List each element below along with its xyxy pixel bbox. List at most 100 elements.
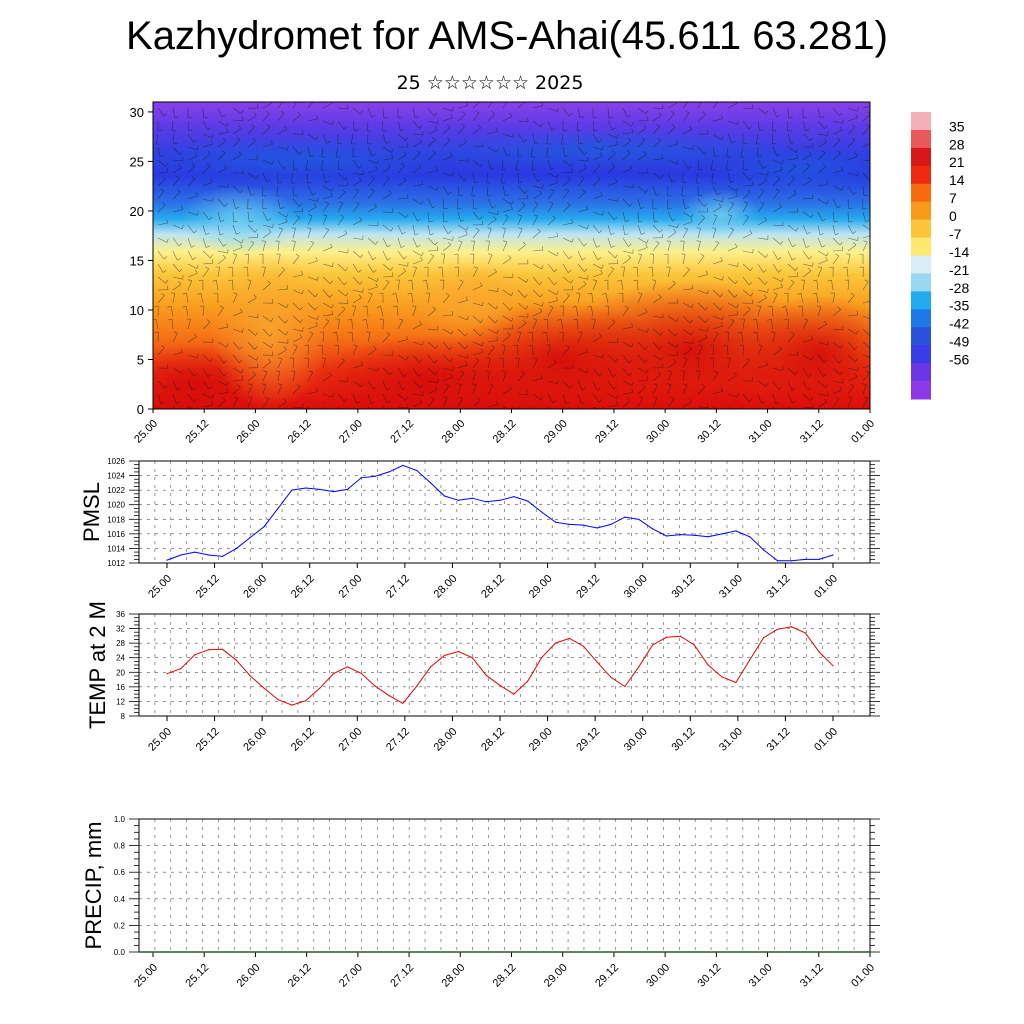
- temp-point: [624, 685, 626, 688]
- heatmap-y-tick-label: 15: [130, 253, 144, 268]
- heatmap-x-tick-label: 28.00: [439, 418, 467, 446]
- heatmap-y-tick-label: 20: [130, 204, 144, 219]
- temp-x-tick-label: 28.00: [432, 726, 460, 754]
- temp-point: [263, 687, 265, 689]
- temp-point: [208, 649, 210, 651]
- chart-title: Kazhydromet for AMS-Ahai(45.611 63.281): [126, 14, 888, 58]
- temp-point: [554, 642, 557, 644]
- precip-x-tick-label: 26.00: [235, 962, 263, 990]
- pmsl-point: [277, 507, 279, 509]
- chart-subtitle: 25 ☆☆☆☆☆☆ 2025: [396, 72, 584, 94]
- pmsl-point: [208, 554, 210, 556]
- colorbar-swatch: [911, 309, 931, 328]
- pmsl-x-tick-label: 28.00: [432, 573, 460, 601]
- pmsl-point: [735, 530, 737, 532]
- colorbar-swatch: [911, 147, 931, 167]
- colorbar-label: -7: [949, 226, 962, 242]
- heatmap-x-tick-label: 31.12: [798, 418, 826, 446]
- heatmap-x-tick-label: 27.12: [388, 418, 416, 446]
- pmsl-point: [388, 471, 390, 473]
- pmsl-point: [471, 497, 473, 499]
- temp-series-line: [166, 626, 834, 706]
- colorbar-label: 21: [949, 154, 965, 170]
- colorbar-label: 7: [949, 190, 957, 206]
- precip-x-tick-label: 31.12: [798, 962, 826, 990]
- temp-point: [443, 654, 446, 657]
- temp-point: [610, 676, 612, 678]
- colorbar-label: -28: [949, 280, 969, 296]
- precip-x-tick-label: 28.00: [439, 962, 467, 990]
- pmsl-point: [527, 500, 529, 502]
- pmsl-point: [790, 560, 792, 562]
- pmsl-point: [818, 558, 820, 560]
- temp-point: [471, 657, 473, 659]
- heatmap-anomaly-8: [680, 190, 760, 240]
- temp-x-tick-label: 25.00: [146, 726, 174, 754]
- heatmap-anomaly-7: [180, 185, 300, 255]
- temp-point: [582, 645, 584, 647]
- temp-point: [513, 693, 515, 695]
- colorbar-swatch: [911, 237, 931, 256]
- pmsl-point: [638, 518, 640, 520]
- temp-point: [388, 695, 390, 697]
- pmsl-point: [402, 464, 404, 466]
- pmsl-series-line: [166, 464, 834, 562]
- pmsl-point: [776, 560, 779, 562]
- temp-point: [235, 659, 237, 661]
- temp-y-tick-label: 32: [116, 625, 125, 634]
- heatmap-y-tick-label: 10: [130, 303, 144, 318]
- colorbar-label: -14: [949, 244, 969, 260]
- temp-x-tick-label: 25.12: [194, 726, 222, 754]
- heatmap-x-tick-label: 25.12: [183, 418, 211, 446]
- temp-point: [832, 665, 834, 667]
- pmsl-x-tick-label: 29.12: [574, 573, 602, 601]
- temp-point: [332, 673, 335, 675]
- colorbar-label: 0: [949, 208, 957, 224]
- pmsl-y-tick-label: 1024: [107, 472, 125, 481]
- heatmap-anomaly-5: [210, 250, 330, 409]
- heatmap-anomaly-4: [740, 295, 870, 409]
- colorbar-label: -42: [949, 316, 969, 332]
- pmsl-point: [693, 534, 695, 536]
- pmsl-point: [166, 559, 168, 561]
- precip-x-tick-label: 28.12: [491, 962, 519, 990]
- temp-x-tick-label: 30.00: [622, 726, 650, 754]
- temp-y-tick-label: 36: [116, 610, 125, 619]
- pmsl-x-tick-label: 25.12: [194, 573, 222, 601]
- pmsl-y-tick-label: 1012: [107, 559, 125, 568]
- temp-point: [638, 666, 640, 668]
- pmsl-point: [541, 511, 543, 513]
- precip-x-tick-label: 25.12: [183, 962, 211, 990]
- temp-point: [180, 668, 182, 670]
- temp-x-tick-label: 01.00: [812, 726, 840, 754]
- temp-point: [776, 628, 779, 630]
- pmsl-y-tick-label: 1020: [107, 501, 125, 510]
- precip-y-tick-label: 0.2: [114, 921, 126, 930]
- pmsl-point: [749, 536, 751, 538]
- pmsl-point: [832, 554, 834, 556]
- pmsl-point: [249, 536, 251, 539]
- heatmap-anomaly-10: [400, 130, 800, 170]
- heatmap-x-tick-label: 28.12: [491, 418, 519, 446]
- pmsl-point: [804, 558, 806, 560]
- colorbar-swatch: [911, 255, 931, 274]
- colorbar-swatch: [911, 273, 931, 292]
- temp-point: [194, 654, 196, 656]
- precip-x-tick-label: 01.00: [849, 962, 877, 990]
- precip-y-tick-label: 0.0: [114, 948, 126, 957]
- temp-point: [277, 699, 279, 701]
- temp-point: [499, 684, 501, 687]
- pmsl-point: [554, 521, 557, 523]
- temp-x-tick-label: 27.00: [336, 726, 364, 754]
- colorbar-swatch: [911, 345, 931, 364]
- pmsl-x-tick-label: 28.12: [479, 573, 507, 601]
- colorbar-label: 35: [949, 118, 965, 134]
- pmsl-point: [235, 547, 237, 550]
- pmsl-point: [679, 533, 681, 536]
- pmsl-point: [568, 523, 570, 525]
- temp-point: [804, 632, 806, 634]
- pmsl-point: [291, 489, 293, 491]
- precip-y-tick-label: 0.6: [114, 868, 126, 877]
- precip-y-tick-label: 1.0: [114, 815, 126, 824]
